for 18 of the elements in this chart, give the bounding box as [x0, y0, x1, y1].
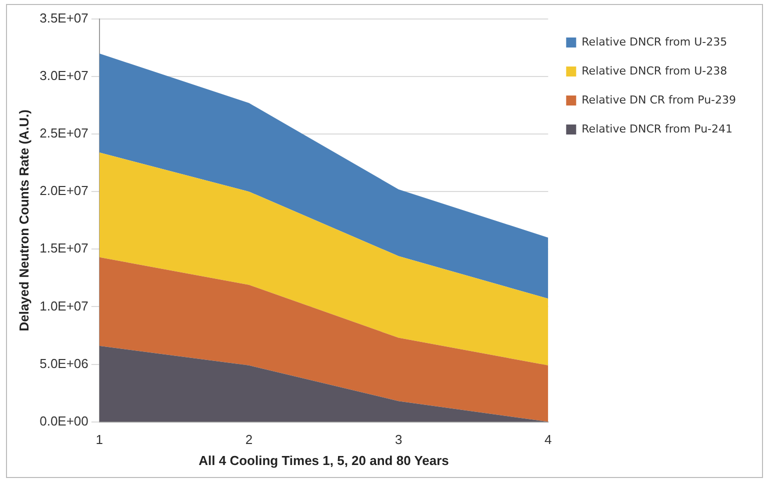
- x-tick-label: 3: [394, 432, 402, 448]
- y-axis-title: Delayed Neutron Counts Rate (A.U.): [16, 110, 32, 332]
- x-axis-title: All 4 Cooling Times 1, 5, 20 and 80 Years: [198, 452, 449, 468]
- y-tick-label: 1.0E+07: [40, 298, 88, 314]
- x-tick-label: 1: [96, 432, 104, 448]
- x-tick-label: 2: [245, 432, 253, 448]
- y-tick-label: 2.0E+07: [40, 183, 88, 198]
- y-tick-label: 1.5E+07: [40, 240, 88, 256]
- legend-label: Relative DNCR from U-235: [582, 35, 728, 48]
- y-tick-label: 0.0E+00: [40, 413, 88, 428]
- legend-label: Relative DNCR from U-238: [582, 64, 728, 78]
- y-tick-label: 3.5E+07: [40, 10, 88, 26]
- x-tick-label: 4: [544, 432, 552, 448]
- y-tick-label: 5.0E+06: [40, 356, 88, 371]
- y-tick-label: 3.0E+07: [40, 68, 88, 84]
- y-tick-label: 2.5E+07: [40, 126, 88, 141]
- legend-label: Relative DNCR from Pu-241: [582, 122, 733, 136]
- legend-label: Relative DN CR from Pu-239: [582, 93, 736, 106]
